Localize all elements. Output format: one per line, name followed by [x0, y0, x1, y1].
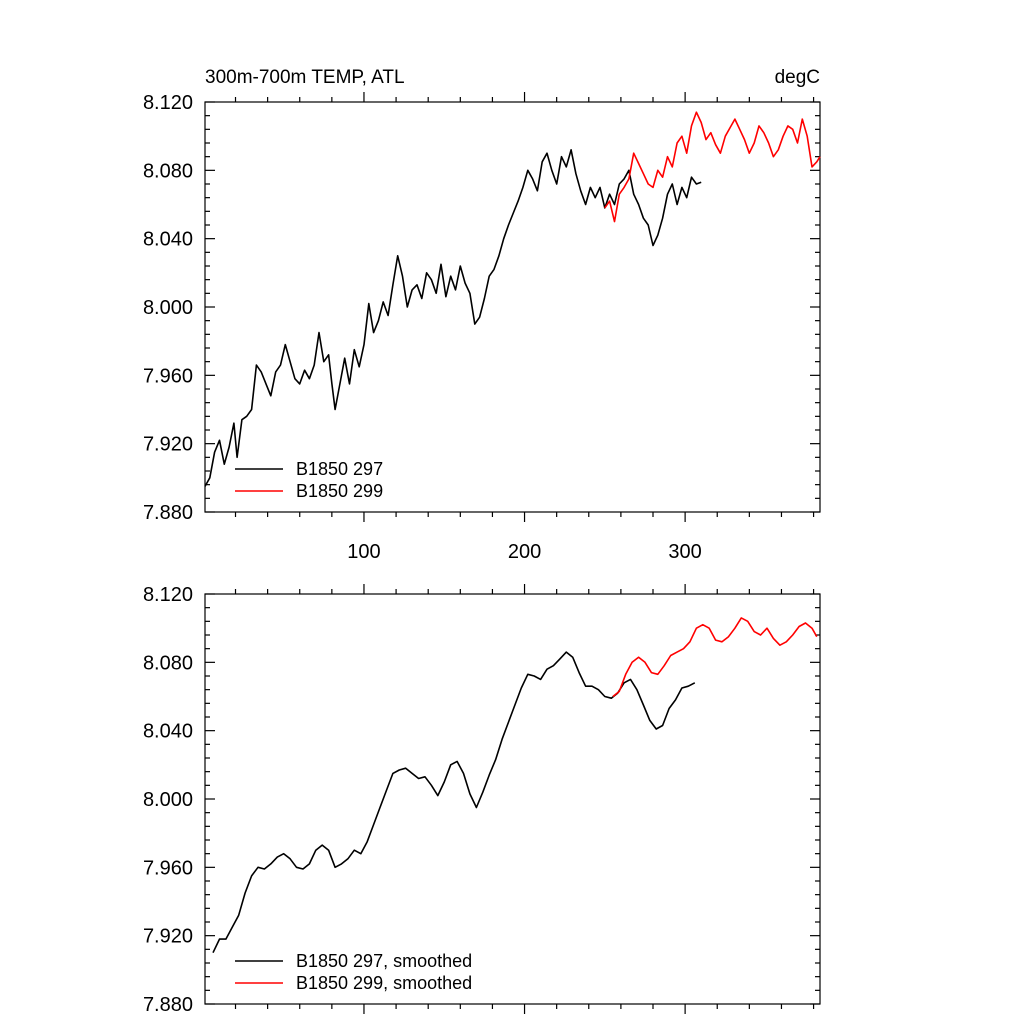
legend-label-b1850-299: B1850 299: [296, 481, 383, 501]
bottom-axes: 7.880 7.920 7.960 8.000 8.040 8.080 8.120: [143, 584, 820, 1016]
y-tick-label: 7.880: [143, 502, 193, 524]
top-plot-frame: [204, 101, 821, 513]
y-tick-label: 8.040: [143, 229, 193, 251]
y-tick-label: 7.880: [143, 994, 193, 1016]
top-axes: 7.880 7.920 7.960 8.000 8.040 8.080 8.120 100 20…: [143, 92, 820, 563]
bottom-plot-frame: [204, 593, 821, 1005]
legend-label-b1850-299-smoothed: B1850 299, smoothed: [296, 973, 472, 993]
x-tick-label: 100: [347, 541, 380, 563]
y-tick-label: 7.920: [143, 434, 193, 456]
x-tick-label: 300: [668, 541, 701, 563]
bottom-legend: B1850 297, smoothed B1850 299, smoothed: [235, 951, 472, 993]
legend-label-b1850-297: B1850 297: [296, 459, 383, 479]
series-line-b1850-299-smoothed: [612, 617, 818, 698]
x-tick-label: 200: [508, 541, 541, 563]
top-panel: 300m-700m TEMP, ATL degC 7.880 7.920 7.960…: [143, 67, 821, 563]
y-tick-label: 8.120: [143, 584, 193, 606]
series-line-b1850-297-smoothed: [212, 651, 696, 954]
legend-label-b1850-297-smoothed: B1850 297, smoothed: [296, 951, 472, 971]
y-tick-label: 8.080: [143, 160, 193, 182]
top-series-group: [204, 111, 821, 487]
top-legend: B1850 297 B1850 299: [235, 459, 383, 501]
y-tick-label: 8.080: [143, 652, 193, 674]
bottom-series-group: [212, 617, 818, 954]
series-line-b1850-297: [204, 149, 702, 487]
chart-title-units: degC: [775, 67, 820, 88]
y-tick-label: 7.920: [143, 926, 193, 948]
y-tick-label: 7.960: [143, 365, 193, 387]
chart-title-left: 300m-700m TEMP, ATL: [205, 67, 405, 88]
y-tick-label: 8.000: [143, 297, 193, 319]
y-tick-label: 8.000: [143, 789, 193, 811]
y-tick-label: 8.120: [143, 92, 193, 114]
series-line-b1850-299: [604, 111, 821, 223]
y-tick-label: 7.960: [143, 857, 193, 879]
bottom-panel: 7.880 7.920 7.960 8.000 8.040 8.080 8.120 B185…: [143, 584, 821, 1016]
y-tick-label: 8.040: [143, 721, 193, 743]
